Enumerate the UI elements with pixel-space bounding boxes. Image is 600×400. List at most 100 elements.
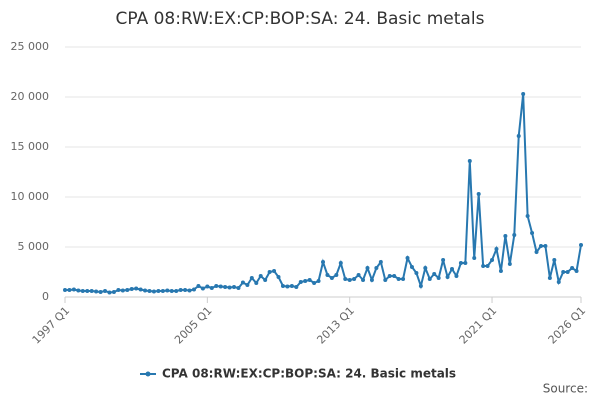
- data-point: [472, 256, 477, 260]
- data-point: [174, 289, 179, 293]
- data-point: [218, 284, 223, 289]
- data-point: [103, 289, 108, 293]
- data-point: [67, 288, 72, 292]
- data-point: [240, 280, 245, 285]
- data-point: [458, 261, 463, 265]
- data-point: [383, 278, 388, 282]
- data-point: [401, 277, 406, 281]
- data-point: [160, 289, 165, 293]
- data-point: [530, 231, 535, 235]
- data-point: [276, 275, 281, 279]
- data-point: [432, 272, 437, 276]
- data-point: [143, 288, 148, 293]
- data-point: [80, 289, 85, 293]
- data-point: [298, 280, 303, 284]
- data-point: [396, 277, 401, 281]
- data-point: [111, 290, 116, 294]
- data-point: [303, 279, 308, 283]
- data-point: [196, 284, 201, 288]
- data-point: [521, 92, 526, 96]
- data-point: [285, 284, 290, 289]
- data-point: [98, 290, 103, 294]
- data-point: [120, 288, 125, 293]
- x-tick-label: 2013 Q1: [314, 304, 357, 347]
- data-point: [503, 234, 508, 238]
- data-point: [485, 264, 490, 268]
- data-point: [423, 266, 428, 270]
- data-point: [272, 269, 277, 273]
- data-point: [561, 270, 566, 274]
- data-point: [441, 258, 446, 262]
- x-tick-label: 2005 Q1: [172, 304, 215, 347]
- data-point: [445, 275, 450, 279]
- data-point: [454, 274, 459, 278]
- y-tick-label: 20 000: [11, 90, 50, 103]
- y-tick-label: 15 000: [11, 140, 50, 153]
- data-point: [178, 288, 183, 292]
- data-point: [76, 288, 81, 293]
- data-point: [547, 276, 552, 280]
- data-point: [294, 285, 299, 289]
- data-point: [85, 289, 90, 293]
- data-point: [245, 283, 250, 287]
- data-point: [169, 289, 174, 293]
- data-point: [574, 269, 579, 273]
- data-point: [94, 289, 99, 294]
- data-point: [538, 244, 543, 248]
- x-tick-label: 2021 Q1: [457, 304, 500, 347]
- data-point: [387, 274, 392, 278]
- data-point: [205, 284, 210, 289]
- data-point: [347, 278, 352, 282]
- data-point: [534, 250, 539, 254]
- x-tick-label: 1997 Q1: [30, 304, 73, 347]
- data-point: [338, 261, 343, 265]
- data-point: [312, 281, 317, 285]
- data-point: [307, 278, 312, 282]
- data-point: [418, 284, 423, 288]
- data-point: [463, 261, 468, 265]
- data-point: [187, 288, 192, 293]
- chart-title: CPA 08:RW:EX:CP:BOP:SA: 24. Basic metals: [116, 9, 485, 29]
- data-point: [516, 134, 521, 138]
- data-point: [321, 260, 325, 264]
- data-point: [63, 288, 67, 292]
- data-point: [525, 214, 530, 218]
- y-tick-label: 5 000: [18, 240, 50, 253]
- data-point: [209, 286, 214, 290]
- y-tick-label: 0: [42, 290, 49, 303]
- data-point: [405, 256, 410, 260]
- data-point: [329, 276, 334, 280]
- data-point: [107, 290, 112, 295]
- data-point: [138, 287, 143, 292]
- data-point: [192, 287, 196, 292]
- data-point: [414, 271, 419, 275]
- data-point: [361, 278, 366, 282]
- data-point: [116, 288, 121, 292]
- data-point: [490, 258, 495, 262]
- data-point: [579, 243, 583, 247]
- data-point: [89, 289, 94, 293]
- data-point: [227, 285, 232, 290]
- data-point: [374, 266, 379, 270]
- data-point: [476, 192, 481, 196]
- data-point: [289, 284, 294, 288]
- data-point: [392, 274, 397, 278]
- data-point: [552, 258, 557, 262]
- data-point: [378, 260, 383, 264]
- data-point: [427, 277, 432, 281]
- data-point: [129, 287, 134, 291]
- data-point: [125, 288, 130, 292]
- data-point: [365, 266, 370, 270]
- legend-label: CPA 08:RW:EX:CP:BOP:SA: 24. Basic metals: [162, 367, 456, 381]
- data-point: [254, 281, 259, 285]
- data-point: [325, 273, 330, 277]
- data-point: [232, 285, 237, 289]
- y-tick-label: 10 000: [11, 190, 50, 203]
- data-point: [570, 266, 575, 270]
- data-point: [280, 284, 285, 288]
- data-point: [214, 284, 219, 288]
- data-point: [556, 280, 561, 284]
- data-point: [316, 279, 321, 283]
- data-point: [334, 273, 339, 277]
